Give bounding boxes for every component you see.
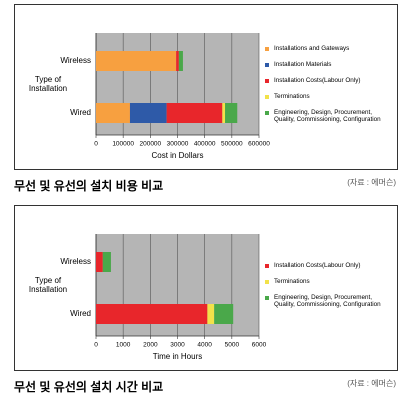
x-tick-label: 3000 bbox=[170, 342, 185, 349]
category-label: Wireless bbox=[60, 257, 91, 266]
chart-frame: 0 100000 200000 300000 400000 500000 600000 Cos… bbox=[14, 4, 398, 170]
x-tick-label: 0 bbox=[94, 342, 98, 349]
category-label: Wireless bbox=[60, 56, 91, 65]
legend-swatch bbox=[265, 110, 269, 115]
legend: Installations and Gateways Installation M… bbox=[265, 33, 393, 135]
legend-item: Engineering, Design, Procurement, Qualit… bbox=[265, 109, 393, 123]
legend-item: Installation Costs(Labour Only) bbox=[265, 262, 393, 269]
legend-swatch bbox=[265, 62, 269, 67]
legend-swatch bbox=[265, 46, 269, 51]
y-axis-title: Type of Installation bbox=[28, 276, 68, 294]
caption: 무선 및 유선의 설치 비용 비교 bbox=[14, 179, 164, 193]
legend-label: Engineering, Design, Procurement, Qualit… bbox=[274, 294, 381, 308]
legend-item: Terminations bbox=[265, 278, 393, 285]
x-tick-label: 4000 bbox=[197, 342, 212, 349]
x-tick-label: 600000 bbox=[248, 141, 270, 148]
source: (자료 : 에머슨) bbox=[347, 379, 396, 388]
legend-label: Terminations bbox=[274, 278, 310, 285]
bar-segment bbox=[102, 252, 111, 272]
x-tick-label: 1000 bbox=[116, 342, 131, 349]
chart: 0 100000 200000 300000 400000 500000 600000 Cos… bbox=[60, 33, 270, 160]
x-tick-label: 500000 bbox=[221, 141, 243, 148]
x-tick-label: 400000 bbox=[194, 141, 216, 148]
bar-segment bbox=[178, 51, 183, 71]
bar-segment bbox=[129, 103, 167, 123]
bar-segment bbox=[96, 103, 130, 123]
category-label: Wired bbox=[70, 108, 91, 117]
bar-segment bbox=[166, 103, 223, 123]
bar-segment bbox=[96, 252, 103, 272]
legend-label: Installation Costs(Labour Only) bbox=[274, 77, 361, 84]
bar-segment bbox=[96, 51, 177, 71]
legend-item: Installation Costs(Labour Only) bbox=[265, 77, 393, 84]
legend-swatch bbox=[265, 279, 269, 284]
legend-swatch bbox=[265, 78, 269, 83]
chart-frame: 0 1000 2000 3000 4000 5000 6000 Time in Hours Wi… bbox=[14, 205, 398, 371]
legend-label: Installation Costs(Labour Only) bbox=[274, 262, 361, 269]
legend-item: Installation Materials bbox=[265, 61, 393, 68]
bar-segment bbox=[96, 304, 208, 324]
bar-segment bbox=[176, 51, 179, 71]
chart: 0 1000 2000 3000 4000 5000 6000 Time in Hours Wi… bbox=[60, 234, 267, 361]
legend-item: Engineering, Design, Procurement, Qualit… bbox=[265, 294, 393, 308]
x-tick-label: 100000 bbox=[112, 141, 134, 148]
bar-segment bbox=[222, 103, 226, 123]
bar-segment bbox=[214, 304, 234, 324]
x-tick-label: 5000 bbox=[225, 342, 240, 349]
bar-segment bbox=[207, 304, 215, 324]
x-tick-label: 300000 bbox=[167, 141, 189, 148]
legend-label: Installations and Gateways bbox=[274, 45, 350, 52]
legend-label: Terminations bbox=[274, 93, 310, 100]
x-tick-label: 6000 bbox=[252, 342, 267, 349]
legend-swatch bbox=[265, 94, 269, 99]
x-tick-label: 200000 bbox=[139, 141, 161, 148]
y-axis-title: Type of Installation bbox=[28, 75, 68, 93]
legend-label: Engineering, Design, Procurement, Qualit… bbox=[274, 109, 381, 123]
source: (자료 : 에머슨) bbox=[347, 178, 396, 187]
legend-swatch bbox=[265, 295, 269, 300]
x-tick-label: 2000 bbox=[143, 342, 158, 349]
legend-item: Terminations bbox=[265, 93, 393, 100]
legend-label: Installation Materials bbox=[274, 61, 332, 68]
legend-item: Installations and Gateways bbox=[265, 45, 393, 52]
caption: 무선 및 유선의 설치 시간 비교 bbox=[14, 380, 164, 394]
legend: Installation Costs(Labour Only) Terminati… bbox=[265, 234, 393, 336]
legend-swatch bbox=[265, 263, 269, 268]
x-axis-title: Time in Hours bbox=[153, 352, 203, 361]
category-label: Wired bbox=[70, 309, 91, 318]
x-axis-title: Cost in Dollars bbox=[151, 151, 203, 160]
x-tick-label: 0 bbox=[94, 141, 98, 148]
bar-segment bbox=[225, 103, 238, 123]
